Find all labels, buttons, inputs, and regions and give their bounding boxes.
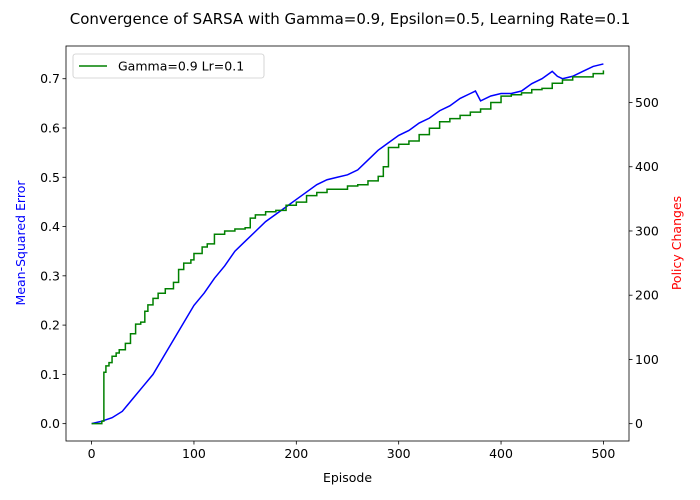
y-right-tick-label: 200 — [635, 288, 659, 303]
y-axis-left-label: Mean-Squared Error — [13, 180, 28, 306]
y-right-tick-label: 100 — [635, 352, 659, 367]
y-left-tick-label: 0.6 — [40, 120, 60, 135]
y-left-tick-label: 0.7 — [40, 71, 60, 86]
x-tick-label: 500 — [591, 446, 615, 461]
y-axis-right-label: Policy Changes — [669, 196, 684, 290]
y-left-tick-label: 0.3 — [40, 268, 60, 283]
legend-box — [72, 53, 265, 79]
x-tick-label: 400 — [489, 446, 513, 461]
x-tick-label: 200 — [284, 446, 308, 461]
chart-title: Convergence of SARSA with Gamma=0.9, Eps… — [70, 10, 631, 28]
y-right-tick-label: 300 — [635, 223, 659, 238]
x-axis-label: Episode — [323, 470, 372, 485]
series-line-policy — [91, 70, 605, 425]
y-left-tick-label: 0.0 — [40, 416, 60, 431]
y-right-tick-label: 500 — [635, 95, 659, 110]
plot-frame — [65, 45, 630, 442]
y-left-tick-label: 0.1 — [40, 367, 60, 382]
legend-label: Gamma=0.9 Lr=0.1 — [118, 59, 244, 74]
y-left-tick-label: 0.2 — [40, 318, 60, 333]
series-line-mse — [91, 63, 604, 425]
x-tick-label: 100 — [182, 446, 206, 461]
x-tick-label: 0 — [88, 446, 96, 461]
plot-area: 0 100 200 300 400 500 0.0 0.1 0.2 0.3 0.4 0.5 0.6 0.7… — [40, 45, 659, 461]
x-tick-label: 300 — [387, 446, 411, 461]
y-left-tick-label: 0.4 — [40, 219, 60, 234]
y-left-tick-label: 0.5 — [40, 170, 60, 185]
y-right-tick-label: 400 — [635, 159, 659, 174]
y-right-tick-label: 0 — [635, 416, 643, 431]
